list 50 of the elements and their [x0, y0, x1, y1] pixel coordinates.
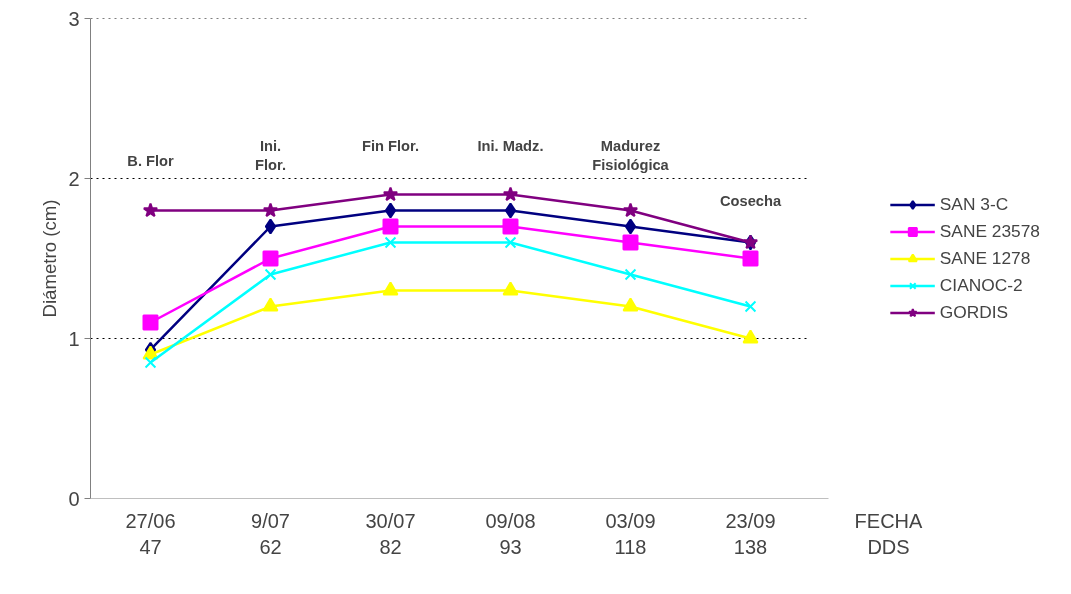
point — [384, 202, 397, 219]
point — [264, 268, 277, 281]
x-tick-label: 09/08 93 — [485, 509, 536, 558]
legend-label: SAN 3-C — [939, 193, 1009, 215]
point — [742, 250, 759, 267]
point — [624, 268, 637, 281]
point — [622, 234, 639, 251]
point — [262, 202, 279, 218]
point — [742, 329, 759, 344]
x-tick-label: 9/07 62 — [251, 509, 290, 558]
point — [502, 218, 519, 235]
text: DDS — [867, 535, 910, 558]
point — [382, 186, 399, 202]
x-tick-label: 03/09 118 — [605, 509, 656, 558]
point — [382, 218, 399, 235]
point — [622, 202, 639, 218]
x-tick-label: 23/09 138 — [725, 509, 776, 558]
y-tick-label: 1 — [68, 327, 80, 350]
legend-label: SANE 1278 — [939, 247, 1031, 269]
legend-label: GORDIS — [939, 301, 1009, 323]
annotation: Fin Flor. — [362, 137, 419, 154]
y-tick-label: 2 — [68, 167, 80, 190]
annotation: Ini. Madz. — [477, 137, 544, 154]
annotation: Madurez Fisiológica — [592, 138, 670, 174]
point — [502, 186, 519, 202]
point — [264, 218, 277, 235]
point — [262, 250, 279, 267]
point — [384, 236, 397, 249]
y-tick-label: 3 — [68, 7, 80, 30]
point — [504, 236, 517, 249]
text: FECHA — [854, 509, 924, 532]
point — [622, 297, 639, 312]
point — [382, 281, 399, 296]
point — [142, 314, 159, 331]
point — [142, 202, 159, 218]
legend-label: SANE 23578 — [939, 220, 1040, 242]
point — [504, 202, 517, 219]
point — [262, 297, 279, 312]
y-axis-title: Diámetro (cm) — [39, 199, 61, 318]
point — [502, 281, 519, 296]
annotation: B. Flor — [127, 152, 174, 169]
point — [624, 218, 637, 235]
x-tick-label: 27/06 47 — [125, 509, 176, 558]
point — [744, 300, 757, 313]
annotation: Cosecha — [719, 192, 782, 209]
annotation: Ini. Flor. — [255, 138, 286, 174]
y-tick-label: 0 — [68, 487, 80, 510]
point — [144, 356, 157, 369]
x-tick-label: 30/07 82 — [365, 509, 416, 558]
legend-label: CIANOC-2 — [939, 274, 1023, 296]
